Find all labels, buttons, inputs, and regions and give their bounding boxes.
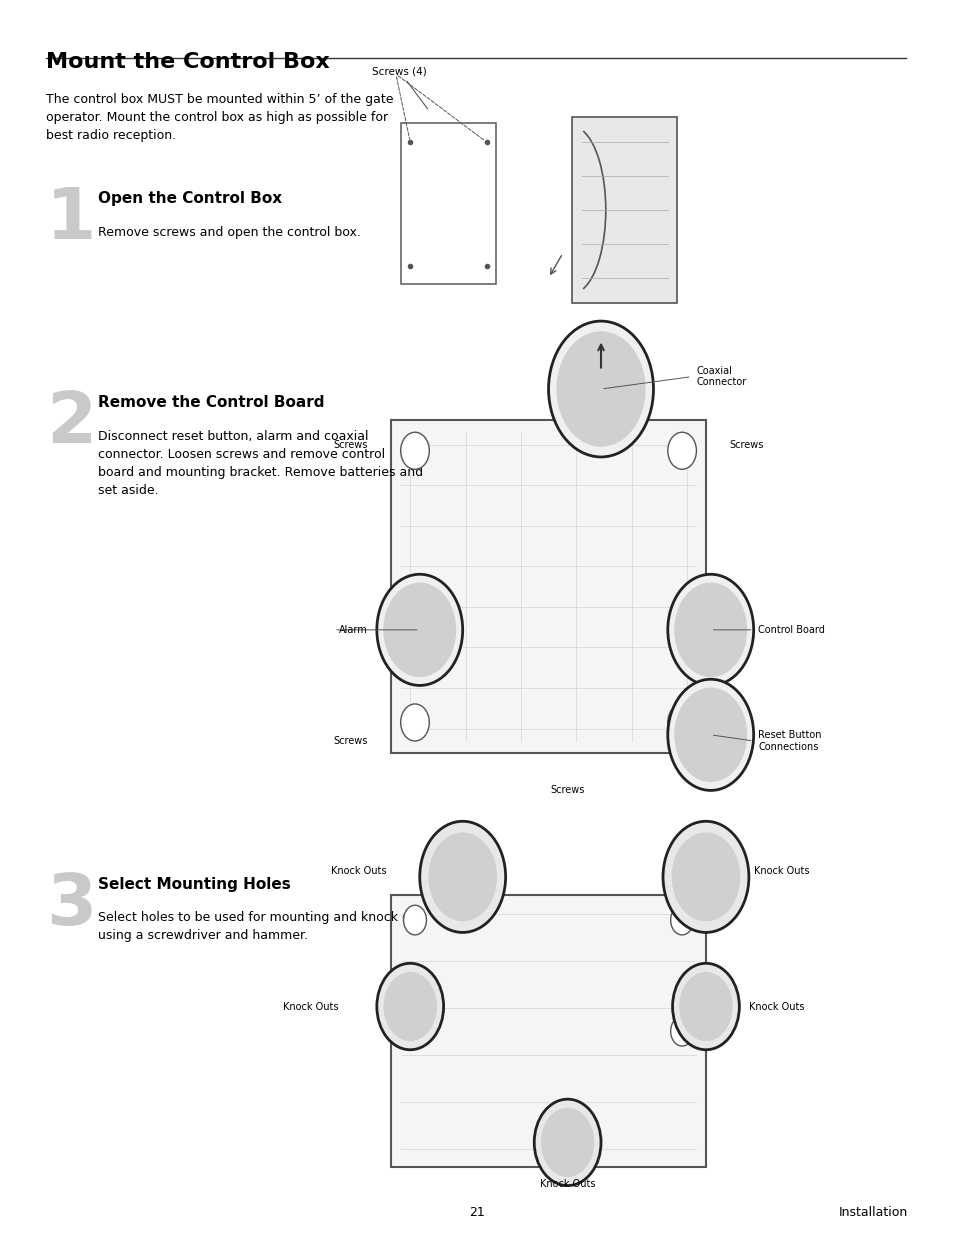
Circle shape bbox=[400, 432, 429, 469]
Text: Knock Outs: Knock Outs bbox=[748, 1002, 803, 1011]
Text: Installation: Installation bbox=[838, 1207, 907, 1219]
Circle shape bbox=[419, 821, 505, 932]
Circle shape bbox=[540, 1108, 594, 1177]
Bar bbox=[391, 420, 705, 753]
Text: Coaxial
Connector: Coaxial Connector bbox=[696, 366, 746, 388]
Text: Knock Outs: Knock Outs bbox=[283, 1002, 338, 1011]
Text: The control box MUST be mounted within 5’ of the gate
operator. Mount the contro: The control box MUST be mounted within 5… bbox=[46, 93, 393, 142]
Bar bbox=[400, 124, 496, 284]
Circle shape bbox=[537, 1128, 559, 1157]
Text: Screws: Screws bbox=[729, 440, 763, 450]
Circle shape bbox=[672, 963, 739, 1050]
Text: Screws: Screws bbox=[550, 785, 584, 795]
Circle shape bbox=[534, 1099, 600, 1186]
Text: 1: 1 bbox=[46, 185, 96, 254]
Circle shape bbox=[667, 679, 753, 790]
Circle shape bbox=[428, 832, 497, 921]
Text: 21: 21 bbox=[469, 1207, 484, 1219]
Circle shape bbox=[662, 821, 748, 932]
Text: Disconnect reset button, alarm and coaxial
connector. Loosen screws and remove c: Disconnect reset button, alarm and coaxi… bbox=[98, 430, 423, 496]
Text: Screws (4): Screws (4) bbox=[372, 67, 427, 109]
Circle shape bbox=[667, 574, 753, 685]
Text: Screws: Screws bbox=[333, 440, 367, 450]
Circle shape bbox=[667, 704, 696, 741]
Text: Knock Outs: Knock Outs bbox=[753, 866, 808, 876]
Text: Alarm: Alarm bbox=[338, 625, 367, 635]
Text: Select holes to be used for mounting and knock out
using a screwdriver and hamme: Select holes to be used for mounting and… bbox=[98, 911, 422, 942]
Text: 2: 2 bbox=[46, 389, 96, 458]
Text: Knock Outs: Knock Outs bbox=[331, 866, 386, 876]
Circle shape bbox=[403, 905, 426, 935]
Bar bbox=[572, 117, 677, 303]
Text: 3: 3 bbox=[46, 871, 96, 940]
Text: Remove the Control Board: Remove the Control Board bbox=[98, 395, 324, 410]
Text: Reset Button
Connections: Reset Button Connections bbox=[758, 730, 821, 752]
Circle shape bbox=[548, 321, 653, 457]
Circle shape bbox=[674, 688, 746, 782]
Circle shape bbox=[679, 972, 732, 1041]
Circle shape bbox=[670, 905, 693, 935]
Text: Mount the Control Box: Mount the Control Box bbox=[46, 52, 329, 72]
Circle shape bbox=[671, 832, 740, 921]
Circle shape bbox=[667, 432, 696, 469]
Circle shape bbox=[556, 331, 645, 447]
Text: Control Board: Control Board bbox=[758, 625, 824, 635]
Circle shape bbox=[400, 704, 429, 741]
Text: Remove screws and open the control box.: Remove screws and open the control box. bbox=[98, 226, 361, 240]
Text: Open the Control Box: Open the Control Box bbox=[98, 191, 282, 206]
Circle shape bbox=[674, 583, 746, 677]
Circle shape bbox=[376, 574, 462, 685]
Circle shape bbox=[383, 972, 436, 1041]
Circle shape bbox=[403, 1016, 426, 1046]
Circle shape bbox=[670, 1016, 693, 1046]
Bar bbox=[391, 895, 705, 1167]
Text: Screws: Screws bbox=[333, 736, 367, 746]
Text: Select Mounting Holes: Select Mounting Holes bbox=[98, 877, 291, 892]
Text: Knock Outs: Knock Outs bbox=[539, 1179, 595, 1189]
Circle shape bbox=[383, 583, 456, 677]
Circle shape bbox=[376, 963, 443, 1050]
